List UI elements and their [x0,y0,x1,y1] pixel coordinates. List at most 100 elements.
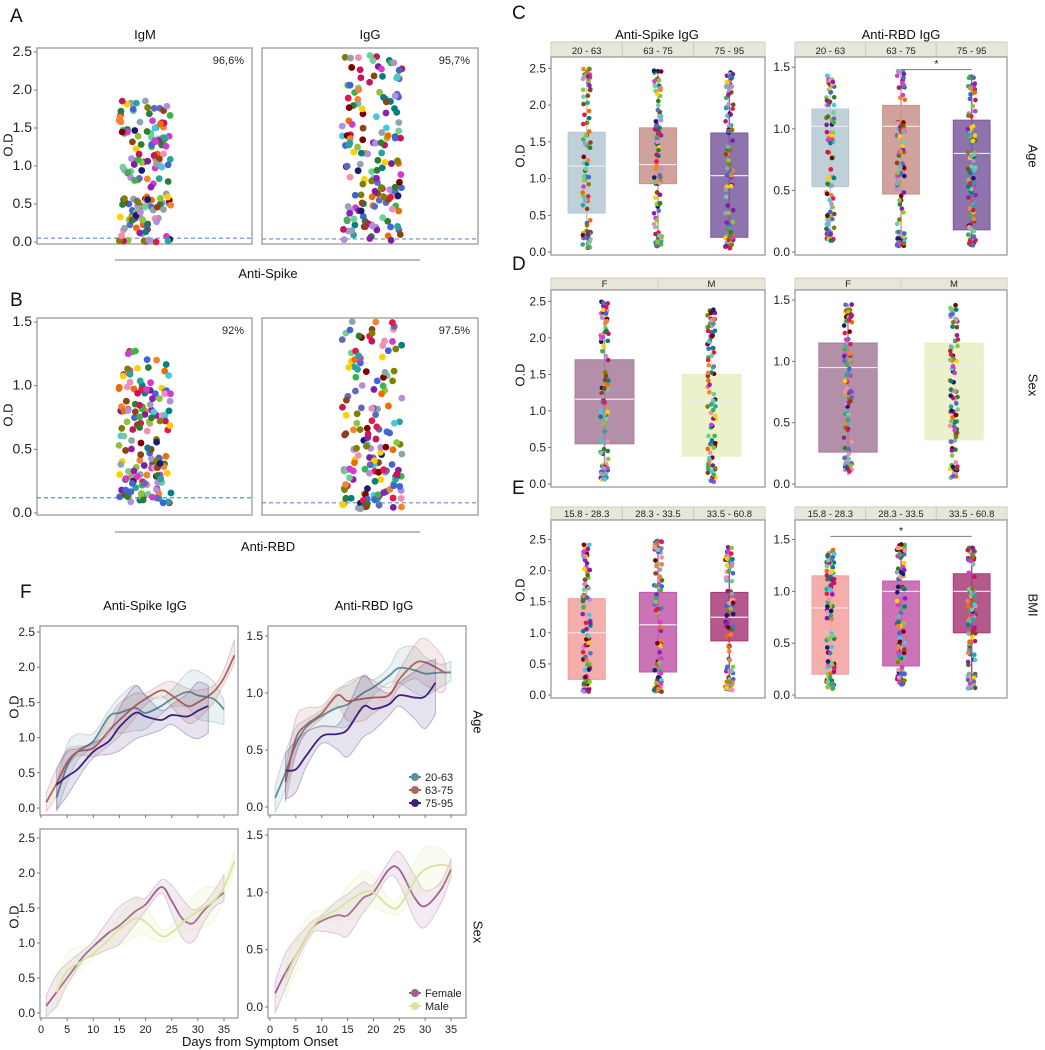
data-point [654,243,659,248]
data-point [710,365,716,370]
y-tick-label: 0.5 [773,416,790,430]
positivity-annotation: 96,6% [213,55,244,67]
data-point [726,157,731,163]
data-point [724,79,730,85]
data-point [730,106,735,112]
data-point [972,90,978,95]
data-point [375,468,382,476]
data-point [153,356,161,364]
data-point [658,87,663,93]
data-point [137,208,144,216]
data-point [382,443,390,451]
y-tick-label: 1.0 [529,172,546,186]
data-point [711,307,716,312]
data-point [602,412,607,418]
data-point [586,244,591,250]
data-point [351,191,359,199]
strip-label: 28.3 - 33.5 [635,509,680,520]
data-point [655,547,661,553]
data-point [728,632,734,637]
data-point [582,177,587,183]
data-point [952,419,958,425]
x-tick-label: 15 [341,1024,353,1036]
data-point [901,241,907,246]
data-point [831,669,837,675]
x-tick-label: 25 [166,1024,178,1036]
data-point [657,574,663,580]
series-line [274,666,452,799]
data-point [948,344,954,349]
data-point [162,417,169,425]
data-point [580,611,585,617]
data-point [972,203,978,209]
data-point [970,207,976,213]
data-point [658,117,664,123]
data-point [586,129,592,134]
data-point [389,377,396,385]
data-point [895,566,901,572]
data-point [167,390,174,398]
plot-frame [261,47,479,245]
data-point [357,149,365,157]
data-point [348,318,356,326]
data-point [363,442,370,450]
data-point [847,358,853,363]
data-point [605,456,611,462]
data-point [950,320,956,325]
data-point [582,667,588,673]
data-point [729,561,735,566]
data-point [705,464,711,470]
data-point [947,348,953,354]
data-point [652,195,658,201]
data-point [965,650,971,656]
data-point [825,604,830,609]
data-point [831,116,837,121]
data-point [394,157,401,165]
data-point [354,452,362,459]
data-point [895,181,900,186]
data-point [580,190,586,195]
data-point [378,65,385,73]
data-point [824,122,829,128]
data-point [950,324,955,329]
title-c-rbd: Anti-RBD IgG [861,27,941,42]
data-point [966,622,971,627]
strip-label: M [950,279,958,290]
data-point [896,675,902,680]
plot-frame [261,317,479,516]
data-point [730,600,736,606]
data-point [898,149,903,154]
data-point [373,423,381,431]
data-point [342,481,350,488]
y-tick-label: 0.5 [773,183,790,197]
ylabel-c: O.D [512,144,528,168]
y-tick-label: 0.0 [246,800,263,814]
data-point [143,386,150,394]
data-point [347,494,355,502]
data-point [825,552,830,558]
data-point [830,565,836,570]
data-point [388,461,396,468]
data-point [601,446,607,452]
data-point [143,356,151,364]
ylabel-a: O.D [0,133,16,157]
data-point [729,242,735,247]
data-point [968,92,973,97]
positivity-annotation: 95,7% [439,55,470,67]
data-point [843,337,849,342]
data-point [948,439,954,445]
plot-frame [267,625,467,816]
data-point [353,410,361,418]
data-point [966,570,972,576]
data-point [350,215,358,223]
data-point [160,150,167,158]
data-point [143,427,151,435]
data-point [831,551,837,557]
data-point [136,118,144,126]
data-point [896,229,901,235]
data-point [125,468,132,475]
data-point [729,127,735,133]
data-point [584,161,590,167]
data-point [598,339,604,345]
data-point [830,216,835,222]
